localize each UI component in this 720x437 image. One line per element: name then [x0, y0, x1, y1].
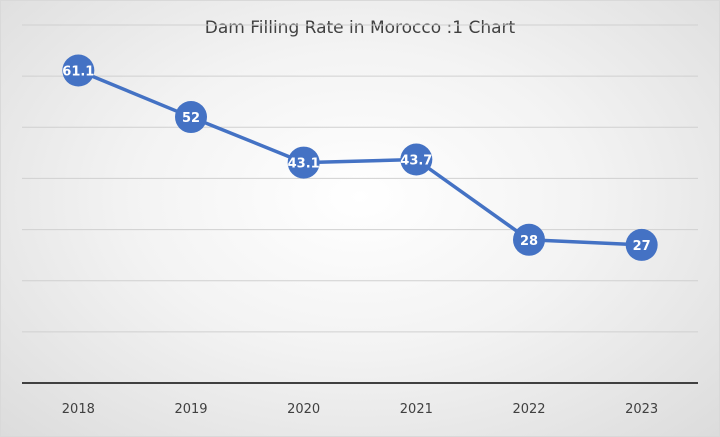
x-tick-label: 2022 — [512, 402, 545, 417]
chart-title: Dam Filling Rate in Morocco :1 Chart — [204, 18, 516, 38]
data-point — [175, 101, 207, 134]
data-label: 28 — [520, 234, 538, 249]
x-tick-label: 2019 — [174, 402, 207, 417]
series-markers: 61.1 52 43.1 43.7 28 27 — [62, 54, 658, 261]
series-line — [77, 68, 642, 247]
data-label: 61.1 — [62, 65, 94, 80]
data-label: 52 — [182, 111, 200, 126]
data-point — [625, 228, 658, 261]
data-label: 43.7 — [400, 154, 432, 169]
gridlines — [22, 24, 698, 333]
x-tick-label: 2018 — [62, 402, 95, 417]
data-label: 27 — [633, 239, 651, 254]
x-axis-tick-labels: 2018 2019 2020 2021 2022 2023 — [62, 402, 658, 417]
data-point — [513, 223, 545, 256]
x-tick-label: 2023 — [625, 402, 658, 417]
data-point — [400, 143, 433, 176]
x-tick-label: 2020 — [287, 402, 320, 417]
data-point — [287, 146, 320, 179]
x-tick-label: 2021 — [400, 402, 433, 417]
data-label: 43.1 — [288, 157, 320, 172]
data-point — [62, 54, 95, 87]
